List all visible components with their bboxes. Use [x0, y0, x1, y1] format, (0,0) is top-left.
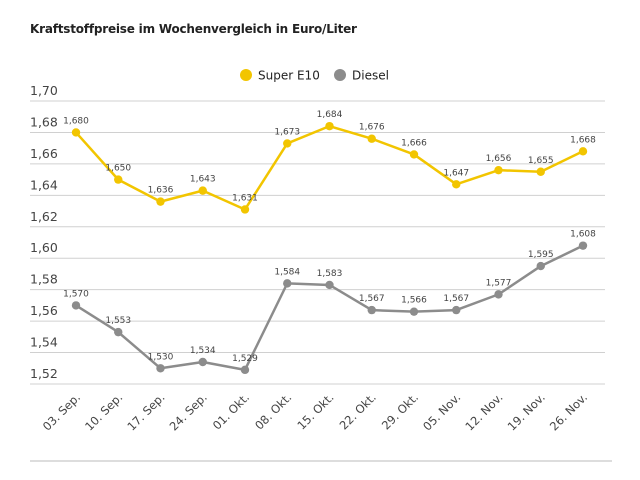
data-point: [452, 305, 461, 315]
legend-marker-1: [334, 69, 346, 81]
series-line: [75, 244, 584, 372]
y-tick-label: 1,56: [30, 303, 58, 318]
data-label: 1,666: [401, 138, 427, 148]
data-point: [536, 261, 545, 271]
data-label: 1,608: [570, 230, 596, 240]
data-label: 1,668: [570, 135, 596, 145]
data-label: 1,529: [232, 354, 258, 364]
data-point: [71, 301, 81, 310]
data-point: [156, 364, 165, 373]
data-label: 1,673: [274, 127, 300, 137]
series-line: [75, 124, 584, 211]
x-tick-label: 05. Nov.: [420, 390, 463, 433]
y-tick-label: 1,68: [30, 114, 58, 129]
data-point: [367, 305, 376, 315]
chart-title: Kraftstoffpreise im Wochenvergleich in E…: [30, 22, 357, 36]
x-tick-label: 22. Okt.: [337, 390, 379, 432]
data-label: 1,650: [105, 164, 131, 174]
data-label: 1,643: [190, 175, 216, 185]
y-tick-label: 1,52: [30, 366, 58, 381]
data-label: 1,680: [63, 116, 89, 126]
data-label: 1,567: [359, 294, 385, 304]
data-label: 1,647: [443, 168, 469, 178]
data-label: 1,583: [317, 269, 343, 279]
data-label: 1,534: [190, 346, 216, 356]
x-tick-label: 08. Okt.: [252, 390, 294, 432]
x-tick-label: 03. Sep.: [40, 390, 83, 433]
data-label: 1,655: [528, 156, 554, 166]
y-tick-label: 1,64: [30, 177, 58, 192]
x-tick-label: 15. Okt.: [294, 390, 336, 432]
data-point: [283, 139, 292, 148]
y-tick-label: 1,70: [30, 83, 58, 98]
data-label: 1,570: [63, 289, 89, 299]
data-label: 1,636: [148, 186, 174, 196]
legend-label: Diesel: [352, 69, 389, 83]
series-diesel: 1,570 1,553 1,530 1,534 1,529 1,584 1,583 1,567…: [63, 230, 596, 375]
data-point: [494, 290, 503, 299]
data-point: [198, 357, 207, 367]
data-point: [283, 279, 292, 288]
data-point: [198, 186, 207, 195]
data-label: 1,567: [443, 294, 469, 304]
data-label: 1,566: [401, 296, 427, 306]
x-tick-label: 29. Okt.: [379, 390, 421, 432]
data-point: [325, 121, 334, 131]
data-label: 1,631: [232, 193, 258, 203]
y-tick-label: 1,54: [30, 335, 58, 350]
data-point: [156, 197, 165, 206]
data-label: 1,676: [359, 123, 385, 133]
data-point: [114, 175, 123, 184]
data-point: [494, 165, 503, 175]
data-point: [325, 280, 334, 290]
x-tick-label: 10. Sep.: [82, 390, 125, 433]
data-label: 1,553: [105, 316, 131, 326]
series-super-e10: 1,680 1,650 1,636 1,643 1,631 1,673 1,684 1,676…: [63, 110, 596, 214]
y-tick-label: 1,66: [30, 146, 58, 161]
data-point: [452, 180, 461, 189]
x-tick-label: 24. Sep.: [167, 390, 210, 433]
x-tick-label: 01. Okt.: [210, 390, 252, 432]
x-tick-label: 19. Nov.: [505, 390, 548, 433]
data-label: 1,684: [317, 110, 343, 120]
data-point: [578, 241, 588, 250]
y-tick-label: 1,62: [30, 209, 58, 224]
data-point: [240, 365, 250, 375]
data-label: 1,530: [148, 352, 174, 362]
data-point: [536, 167, 545, 176]
data-point: [409, 307, 419, 316]
legend-marker-0: [240, 69, 252, 81]
data-point: [114, 327, 123, 337]
data-label: 1,656: [486, 154, 512, 164]
data-label: 1,595: [528, 250, 554, 260]
data-point: [71, 128, 81, 137]
x-tick-label: 26. Nov.: [547, 390, 590, 433]
y-tick-label: 1,60: [30, 240, 58, 255]
data-label: 1,584: [274, 267, 300, 277]
x-tick-label: 17. Sep.: [124, 390, 167, 433]
data-point: [409, 150, 419, 159]
data-point: [367, 134, 376, 143]
y-tick-label: 1,58: [30, 272, 58, 287]
data-point: [240, 205, 250, 214]
data-point: [578, 147, 588, 156]
data-label: 1,577: [486, 278, 512, 288]
legend-label: Super E10: [258, 69, 320, 83]
x-tick-label: 12. Nov.: [462, 390, 505, 433]
